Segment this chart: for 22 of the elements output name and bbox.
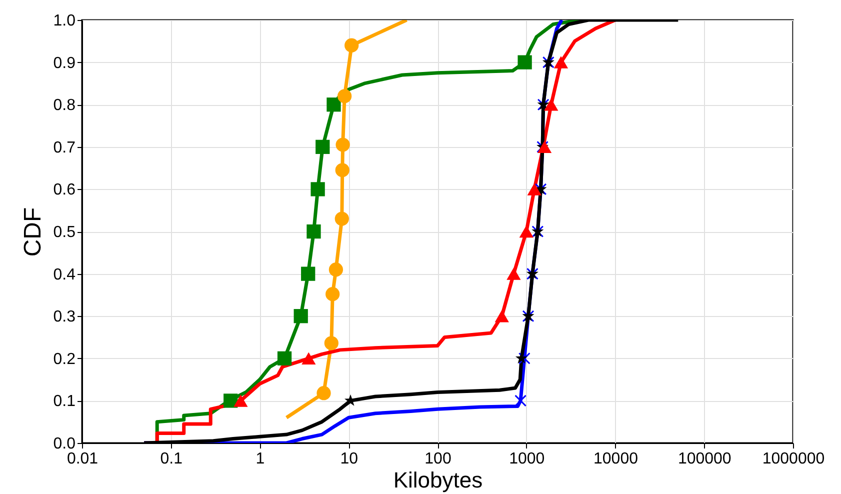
- x-tick-label: 100000: [678, 450, 732, 468]
- y-tick-label: 0.6: [53, 182, 76, 199]
- x-tick-label: 10000: [594, 450, 638, 468]
- y-tick-label: 0.1: [53, 393, 76, 410]
- y-axis-title: CDF: [19, 207, 46, 257]
- y-tick-label: 0.4: [53, 266, 76, 284]
- x-tick-label: 100: [424, 450, 452, 468]
- x-tick-label: 1000000: [762, 450, 825, 468]
- y-tick-label: 0.5: [53, 224, 76, 241]
- y-tick-label: 1.0: [53, 12, 76, 30]
- y-tick-label: 0.0: [53, 436, 76, 452]
- x-tick-label: 1: [256, 450, 265, 468]
- y-tick-label: 0.8: [53, 97, 76, 114]
- x-tick-label: 0.01: [66, 450, 98, 468]
- x-axis-title: Kilobytes: [393, 468, 483, 492]
- y-tick-label: 0.2: [53, 350, 76, 368]
- y-tick-label: 0.9: [53, 54, 76, 72]
- y-tick-label: 0.7: [53, 139, 76, 156]
- x-tick-label: 1000: [509, 450, 545, 468]
- x-tick-label: 10: [340, 450, 358, 468]
- y-tick-label: 0.3: [53, 308, 76, 326]
- x-tick-label: 0.1: [160, 450, 183, 468]
